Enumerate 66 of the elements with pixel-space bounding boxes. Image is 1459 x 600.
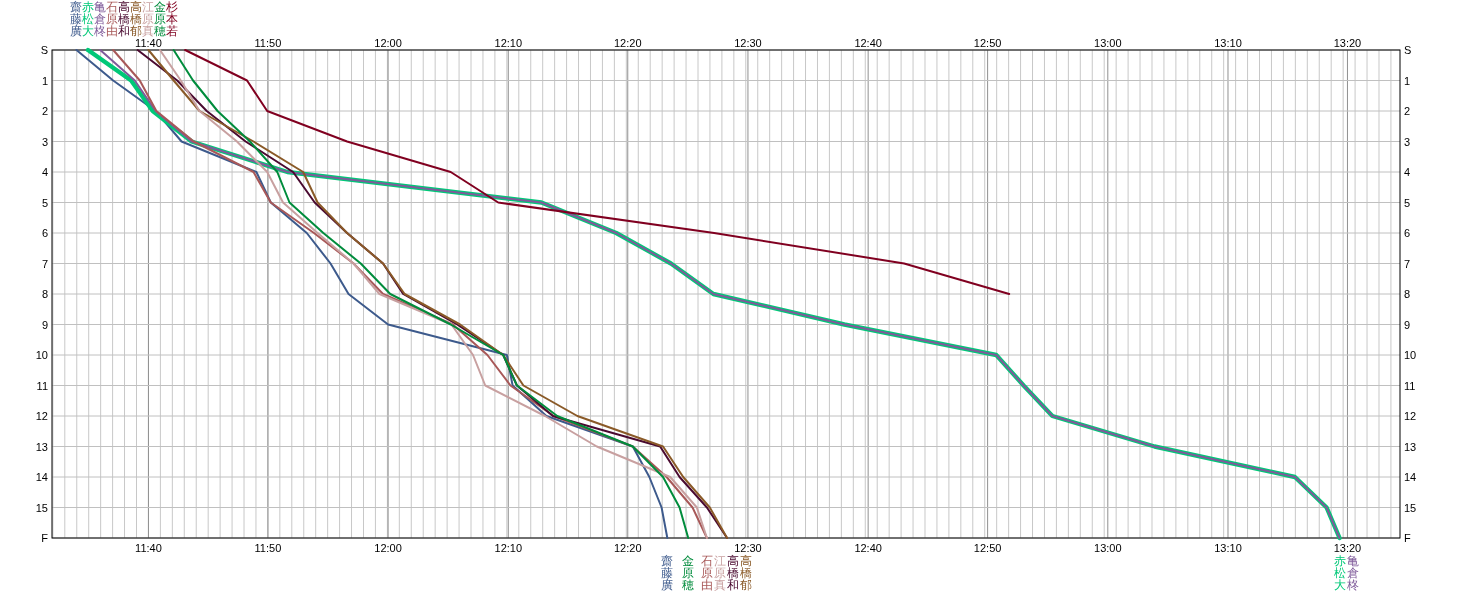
y-tick-label: 8 [41,288,48,300]
y-tick-label: S [40,44,48,56]
y2-tick-label: 5 [1404,196,1411,209]
y-tick-label: 13 [35,440,48,453]
y2-tick-label: 3 [1404,135,1411,148]
x2-tick-label: 12:20 [614,542,642,554]
y2-tick-label: 4 [1404,166,1411,178]
y-tick-label: 1 [41,74,48,87]
y-tick-label: 2 [41,105,48,117]
x-tick-label: 12:10 [494,37,523,49]
y2-tick-label: F [1404,532,1411,544]
x2-tick-label: 13:10 [1214,542,1242,554]
y-tick-label: 3 [41,135,48,148]
x-tick-label: 11:50 [254,37,282,49]
y-tick-label: 14 [35,471,48,483]
x-tick-label: 12:20 [614,37,642,49]
y-tick-label: 5 [41,196,48,209]
y-tick-label: F [41,532,49,544]
y2-tick-label: 7 [1404,257,1411,270]
y-tick-label: 4 [41,166,48,178]
y-tick-label: 10 [35,349,48,361]
x2-tick-label: 12:40 [854,542,882,554]
y2-tick-label: S [1404,44,1412,56]
x-tick-label: 12:00 [374,37,402,49]
x2-tick-label: 11:50 [254,542,282,554]
text: 齋藤廣 [70,0,82,38]
text: 高橋郁 [130,0,142,38]
x-tick-label: 12:30 [734,37,762,49]
y2-tick-label: 6 [1404,227,1411,239]
x-tick-label: 13:20 [1333,37,1362,49]
y2-tick-label: 14 [1404,471,1417,483]
x-tick-label: 11:40 [135,37,162,49]
x2-tick-label: 12:00 [374,542,402,554]
text: 杉本若 [166,0,178,38]
y-tick-label: 11 [36,379,48,392]
y2-tick-label: 15 [1404,501,1417,514]
y-tick-label: 12 [35,410,48,422]
y-tick-label: 9 [41,318,48,331]
x2-tick-label: 11:40 [135,542,162,554]
y2-tick-label: 1 [1404,74,1411,87]
x-tick-label: 13:10 [1214,37,1242,49]
y2-tick-label: 9 [1404,318,1411,331]
text: 石原由 [106,0,118,38]
x2-tick-label: 13:00 [1094,542,1122,554]
x2-tick-label: 12:10 [494,542,523,554]
text: 赤松大 [82,0,94,38]
text: 高橋和 [118,0,130,38]
y-tick-label: 6 [41,227,48,239]
x2-tick-label: 12:30 [734,542,762,554]
y2-tick-label: 8 [1404,288,1411,300]
y2-tick-label: 10 [1404,349,1417,361]
finish-labels: 齋藤廣 金原穂 石原由 江原真 高橋和 高橋郁 赤松大 亀倉柊 [661,554,1359,592]
y2-tick-label: 2 [1404,105,1411,117]
x2-tick-label: 13:20 [1333,542,1362,554]
text: 江原真 [142,0,154,38]
y2-tick-label: 13 [1404,440,1417,453]
y-tick-label: 7 [41,257,48,270]
text: 金原穂 [154,0,166,38]
x-tick-label: 12:40 [854,37,882,49]
x-tick-label: 13:00 [1094,37,1122,49]
x-tick-label: 12:50 [973,37,1002,49]
text: 亀倉柊 [94,0,106,38]
x2-tick-label: 12:50 [973,542,1002,554]
y2-tick-label: 11 [1404,379,1416,392]
y2-tick-label: 12 [1404,410,1417,422]
y-tick-label: 15 [35,501,48,514]
